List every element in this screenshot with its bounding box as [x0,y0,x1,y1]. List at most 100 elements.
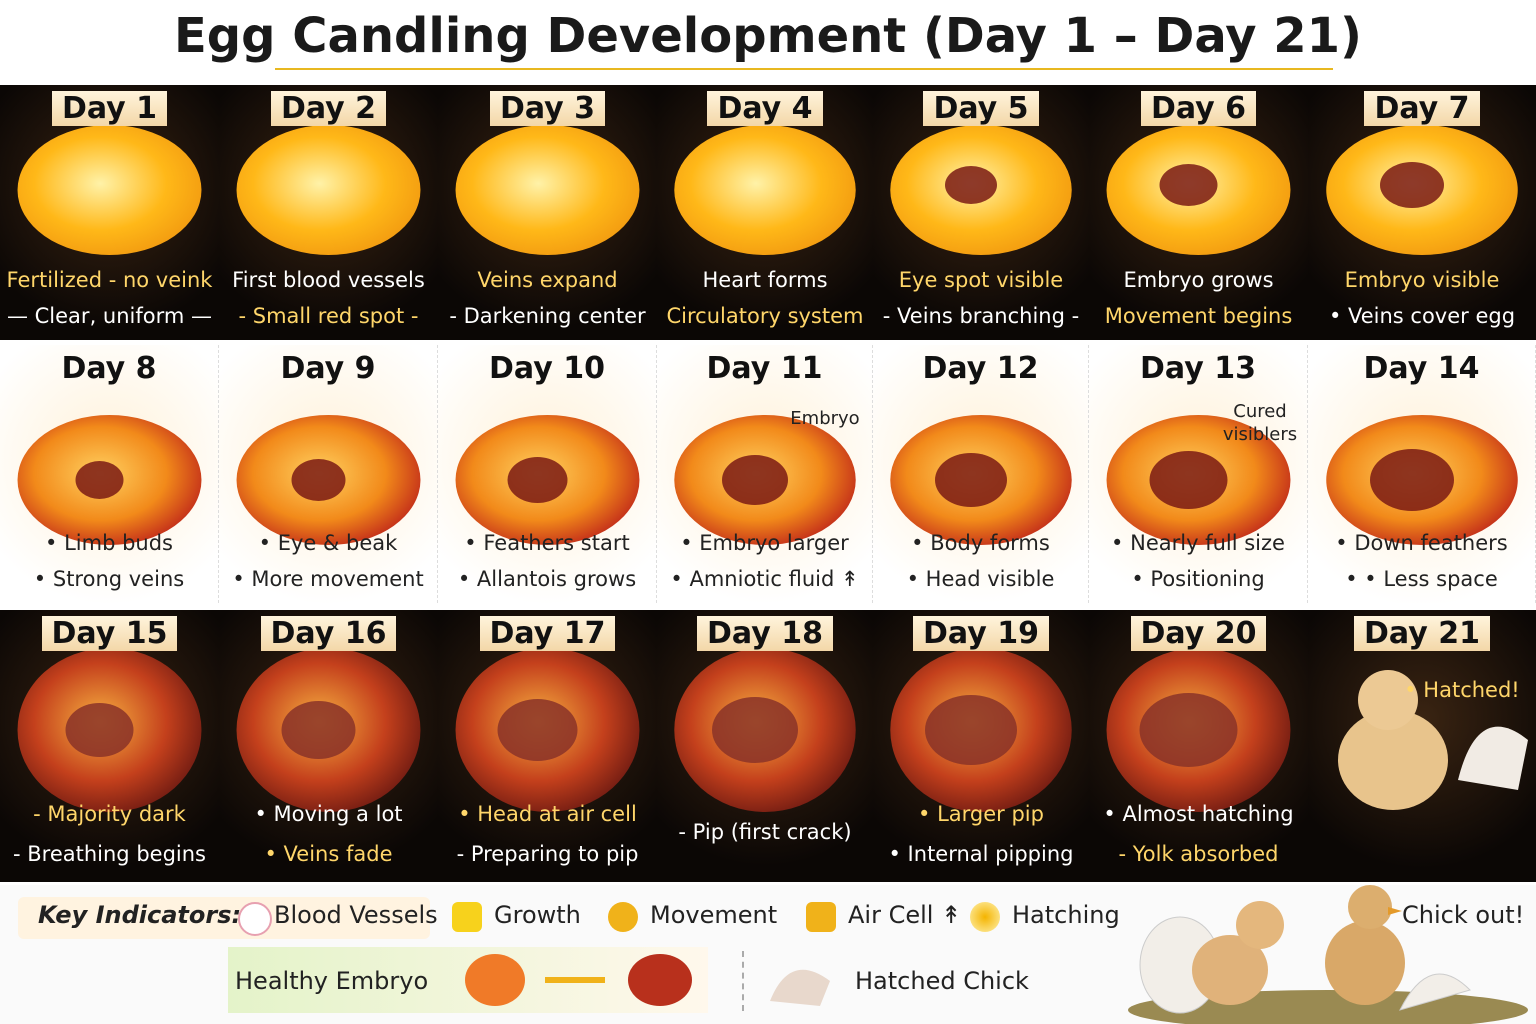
day-label-text: Day 13 [1140,351,1256,386]
day-cell: Day 8 • Limb buds • Strong veins [0,345,219,603]
chicks-illustration [1128,885,1528,1024]
day-label-text: Day 6 [1140,91,1257,126]
healthy-illustration [465,954,692,1006]
embryo [935,453,1007,507]
day-label: Day 15 [0,616,219,651]
egg-image [236,415,421,545]
egg-image [236,125,421,255]
day-text: • Feathers start [464,531,630,555]
day-cell: Day 5 Eye spot visible - Veins branching - [873,85,1089,340]
day-label: Day 11 [657,351,872,386]
day-text: Movement begins [1104,304,1293,328]
embryo [1159,164,1218,206]
day-text: - Pip (first crack) [678,820,852,844]
day-label-text: Day 2 [270,91,387,126]
day-label-text: Day 20 [1130,616,1267,651]
egg-image [236,648,421,812]
embryo [945,166,997,204]
key-item: Movement [650,901,778,929]
shell [1458,726,1528,790]
day-label: Day 21 [1308,616,1536,651]
day-cell: Day 11 • Embryo larger • Amniotic fluid ↟ E… [657,345,873,603]
egg [17,125,202,255]
day-text: • Head visible [906,567,1055,591]
day-text: • Allantois grows [457,567,637,591]
day-text: • Embryo larger [680,531,849,555]
embryo [722,455,788,505]
day-label-text: Day 19 [913,616,1049,651]
title: Egg Candling Development (Day 1 – Day 21… [174,8,1362,64]
day-label: Day 3 [438,91,657,126]
day-text: • Nearly full size [1111,531,1285,555]
day-label-text: Day 4 [707,91,823,126]
day-label-text: Day 21 [1354,616,1490,651]
day-cell: Day 13 • Nearly full size • Positioning Cur… [1089,345,1308,603]
day-label: Day 5 [873,91,1089,126]
key-bg [18,897,430,939]
day-label-text: Day 15 [41,616,178,651]
day-cell: Day 19 • Larger pip • Internal pipping [873,610,1089,882]
egg-image [890,415,1072,545]
egg-image [890,125,1072,255]
day-cell: Day 15 - Majority dark - Breathing begins [0,610,219,882]
day-cell: Day 17 • Head at air cell - Preparing to p… [438,610,657,882]
day-label-text: Day 18 [697,616,833,651]
day-label: Day 19 [873,616,1089,651]
day-text: Veins expand [477,268,618,292]
day-label-text: Day 3 [489,91,606,126]
day-text: • Internal pipping [888,842,1074,866]
day-text: - Veins branching - [882,304,1080,328]
day-cell: Day 16 • Moving a lot • Veins fade [219,610,438,882]
day-label-text: Day 1 [51,91,168,126]
egg [674,125,856,255]
day-cell: Day 14 • Down feathers • • Less space [1308,345,1536,603]
title-underline [275,68,1333,70]
egg [236,125,421,255]
day-cell: Day 9 • Eye & beak • More movement [219,345,438,603]
day-text: — Clear, uniform — [6,304,213,328]
day-label: Day 13 [1089,351,1307,386]
day-label: Day 2 [219,91,438,126]
embryo [1370,449,1454,511]
day-cell: Day 7 Embryo visible • Veins cover egg [1308,85,1536,340]
day-cell: Day 4 Heart forms Circulatory system [657,85,873,340]
day-text: • Head at air cell [458,802,637,826]
day-label: Day 16 [219,616,438,651]
egg-image [1106,648,1291,812]
day-text: Heart forms [702,268,828,292]
healthy-label: Healthy Embryo [235,967,429,995]
day-text: • Positioning [1131,567,1265,591]
day-text: - Small red spot - [238,304,419,328]
day-label: Day 9 [219,351,437,386]
embryo [65,703,134,757]
annotation: Cured visiblers [1222,401,1298,446]
key-item: Blood Vessels [274,901,438,929]
egg-image [455,125,640,255]
icon-hatching [970,902,1000,932]
day-label-text: Day 9 [280,351,376,386]
hatched-icon [770,969,830,1006]
day-label-text: Day 14 [1363,351,1480,386]
day-text: First blood vessels [232,268,425,292]
day-text: • • Less space [1345,567,1498,591]
day-text: Fertilized - no veink [6,268,213,292]
day-label-text: Day 5 [923,91,1039,126]
day-cell: Day 10 • Feathers start • Allantois grows [438,345,657,603]
day-cell: Day 12 • Body forms • Head visible [873,345,1089,603]
egg-image [17,415,202,545]
embryo [1139,693,1238,767]
embryo [1149,451,1228,509]
day-label: Day 7 [1308,91,1536,126]
day-cell: Day 18 - Pip (first crack) [657,610,873,882]
egg-image [1106,415,1291,545]
day-cell: Day 3 Veins expand - Darkening center [438,85,657,340]
egg-image [1106,125,1291,255]
day-label: Day 18 [657,616,873,651]
day-cell: Day 6 Embryo grows Movement begins [1089,85,1308,340]
day-label: Day 8 [0,351,218,386]
egg-image [674,125,856,255]
icon-growth [452,902,482,932]
day-label: Day 14 [1308,351,1535,386]
embryo [712,697,798,763]
